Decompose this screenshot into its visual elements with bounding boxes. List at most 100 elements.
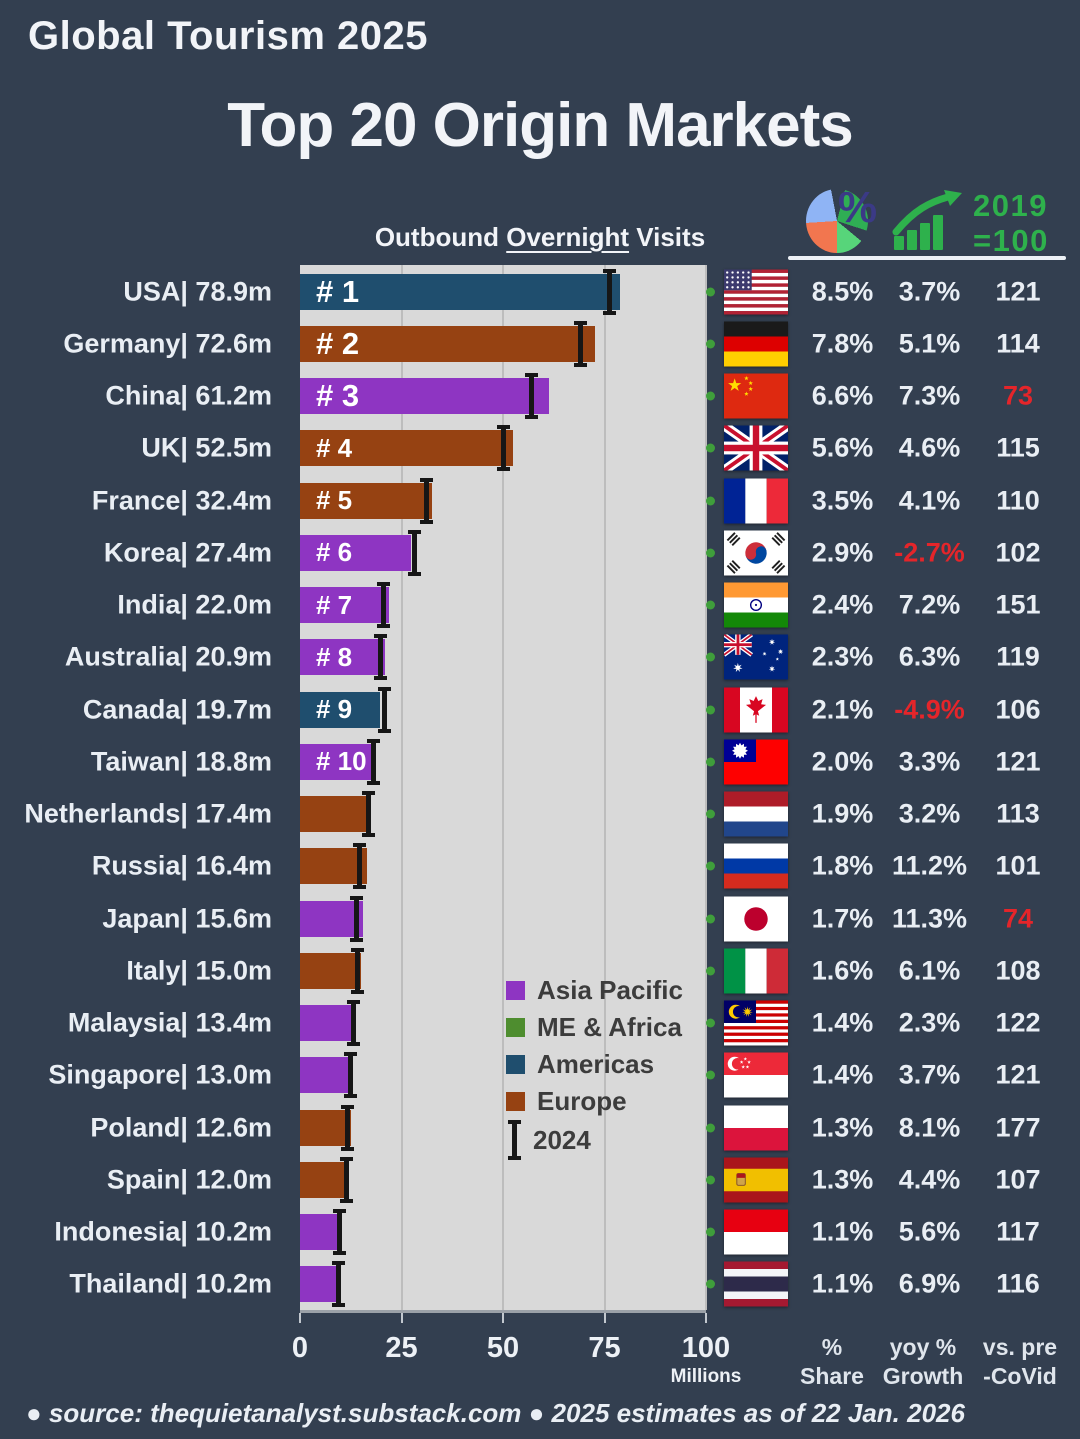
country-label: USA| 78.9m (123, 276, 272, 306)
growth-value: 4.4% (898, 1164, 961, 1195)
x-tick-label: 0 (291, 1332, 309, 1364)
share-header-line1: % (821, 1334, 843, 1360)
marker-2024 (408, 529, 421, 576)
row-bullet-dot (706, 861, 715, 871)
country-label: Australia| 20.9m (64, 641, 272, 672)
marker-2024 (350, 895, 364, 942)
row-bullet-dot (706, 339, 715, 349)
gridline-50 (502, 265, 504, 1310)
growth-value: -4.9% (894, 694, 965, 724)
rank-label: # 8 (316, 641, 353, 672)
row-bullet-dot (706, 443, 715, 453)
growth-value: 6.1% (898, 955, 961, 986)
row-bullet-dot (706, 1070, 715, 1080)
row-bullet-dot (706, 1018, 715, 1028)
marker-2024 (332, 1261, 346, 1308)
value-bar (300, 848, 367, 885)
value-bar: # 10 (300, 743, 377, 780)
row-bullet-dot (706, 391, 715, 401)
share-value: 1.6% (811, 955, 874, 986)
share-header-line2: Share (800, 1363, 864, 1390)
value-bar: # 2 (300, 325, 595, 362)
share-value: 1.3% (811, 1112, 874, 1142)
share-value: 8.5% (811, 276, 874, 306)
growth-value: 7.3% (898, 380, 961, 411)
growth-value: -2.7% (894, 537, 965, 568)
x-tick-mark (502, 1313, 504, 1323)
x-tick-label: 100 (681, 1332, 731, 1364)
row-bullet-dot (706, 287, 715, 296)
main-title: Top 20 Origin Markets (227, 91, 854, 160)
share-value: 2.0% (811, 746, 874, 777)
marker-2024 (602, 268, 616, 315)
flag-france-icon (724, 478, 788, 523)
rank-label: # 5 (316, 485, 353, 515)
value-bar: # 3 (300, 378, 549, 414)
legend-label: Europe (537, 1085, 627, 1116)
table-row: Singapore| 13.0m 1.4% 3.7% 121 (0, 1049, 1080, 1102)
rank-label: # 4 (316, 432, 353, 463)
growth-value: 4.6% (898, 432, 961, 463)
source-note: ● source: thequietanalyst.substack.com ●… (26, 1398, 965, 1428)
subtitle-underlined: Overnight (506, 222, 630, 252)
column-header-share: % Share (767, 1333, 897, 1392)
flag-netherlands-icon (724, 791, 788, 837)
table-row: Poland| 12.6m 1.3% 8.1% 177 (0, 1101, 1080, 1154)
marker-2024 (376, 582, 390, 628)
growth-value: 3.7% (898, 1059, 961, 1090)
table-row: Indonesia| 10.2m 1.1% 5.6% 117 (0, 1206, 1080, 1259)
legend-swatch (506, 980, 525, 1000)
row-bullet-dot (706, 914, 715, 923)
x-axis-unit-label: Millions (670, 1366, 742, 1387)
covid-header-line1: vs. pre (982, 1334, 1058, 1360)
value-bar: # 7 (300, 587, 390, 623)
table-row: Italy| 15.0m 1.6% 6.1% 108 (0, 944, 1080, 997)
table-row: Korea| 27.4m # 6 2.9% -2.7% 102 (0, 526, 1080, 579)
value-bar: # 9 (300, 691, 380, 728)
marker-2024 (362, 791, 376, 837)
growth-header-line2: Growth (882, 1363, 964, 1390)
row-bullet-dot (706, 548, 715, 558)
share-value: 3.5% (811, 485, 874, 515)
x-tick-label: 50 (486, 1332, 520, 1364)
legend-label: 2024 (533, 1124, 591, 1155)
share-value: 6.6% (811, 380, 874, 411)
covid-index-value: 113 (996, 798, 1040, 829)
header-divider-line (788, 256, 1066, 260)
rank-label: # 6 (316, 537, 353, 568)
legend-item-mea: ME & Africa (506, 1012, 682, 1042)
value-bar (300, 1005, 355, 1041)
rank-label: # 2 (316, 325, 360, 361)
value-bar: # 8 (300, 639, 385, 676)
growth-value: 6.3% (898, 641, 961, 672)
legend-item-asia: Asia Pacific (506, 975, 683, 1005)
value-bar (300, 1214, 342, 1250)
table-row: UK| 52.5m # 4 5.6% 4.6% 115 (0, 422, 1080, 475)
legend-item-2024-marker: 2024 (508, 1120, 591, 1160)
value-bar (300, 1266, 342, 1303)
share-value: 1.4% (811, 1059, 874, 1090)
marker-2024 (373, 634, 387, 681)
table-row: Germany| 72.6m # 2 7.8% 5.1% 114 (0, 317, 1080, 370)
flag-poland-icon (724, 1105, 788, 1150)
row-bullet-dot (706, 600, 715, 610)
country-label: France| 32.4m (91, 485, 272, 515)
country-label: Malaysia| 13.4m (67, 1007, 272, 1038)
marker-2024 (340, 1156, 354, 1203)
covid-index-value: 121 (995, 1059, 1041, 1090)
flag-taiwan-icon (724, 739, 788, 785)
legend-swatch (506, 1017, 525, 1037)
marker-2024 (377, 686, 391, 733)
country-label: Korea| 27.4m (103, 537, 272, 568)
rank-label: # 1 (316, 273, 360, 309)
subtitle-prefix: Outbound (374, 222, 507, 252)
growth-value: 3.2% (898, 798, 961, 829)
covid-index-value: 110 (996, 485, 1040, 515)
flag-australia-icon (724, 634, 788, 680)
marker-2024 (346, 1000, 360, 1046)
country-label: Spain| 12.0m (106, 1164, 272, 1195)
country-label: Japan| 15.6m (102, 903, 272, 933)
country-label: Russia| 16.4m (91, 850, 272, 881)
flag-singapore-icon (724, 1052, 788, 1098)
marker-2024 (574, 320, 587, 367)
